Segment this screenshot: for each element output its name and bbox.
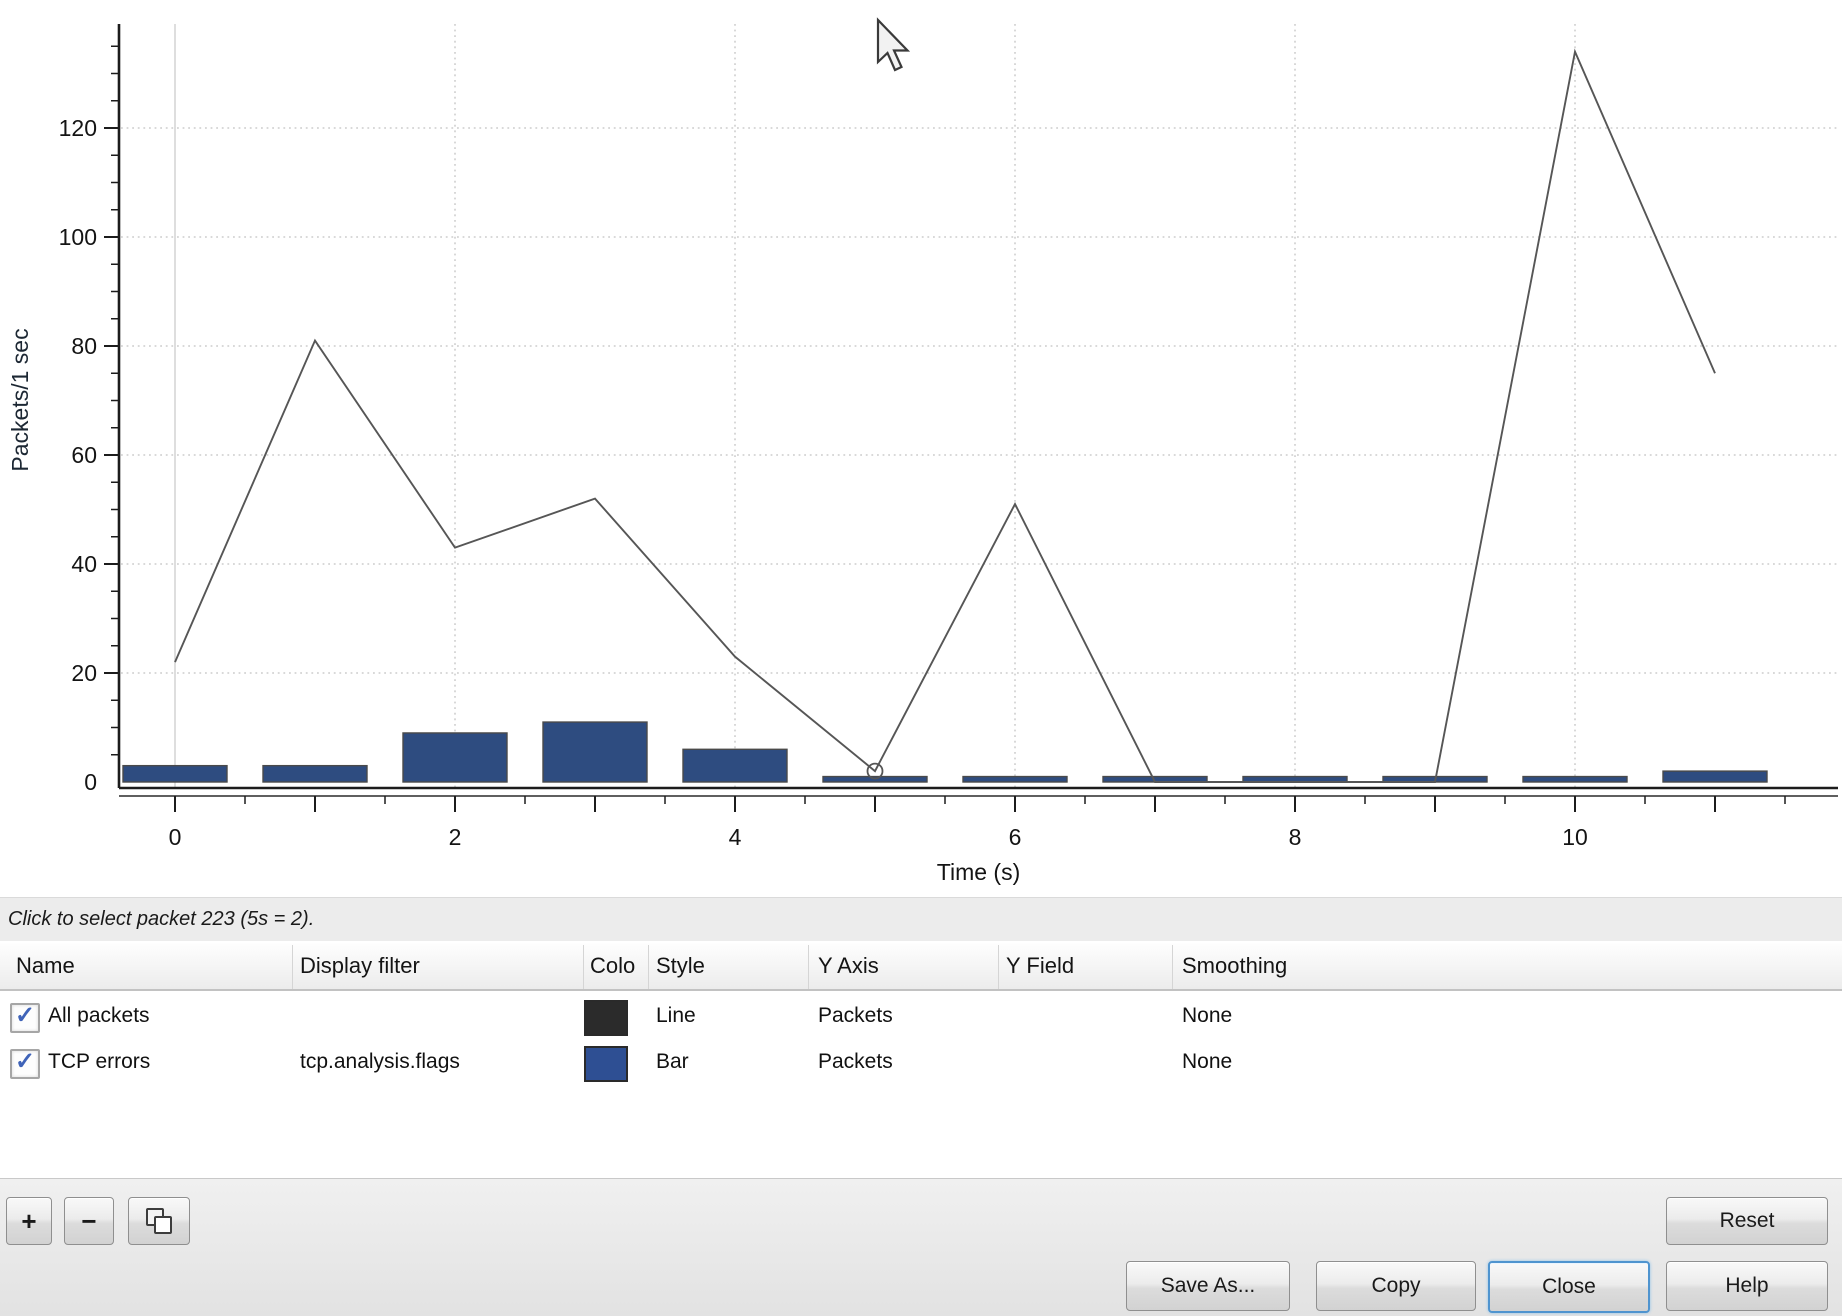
col-style[interactable]: Style xyxy=(656,953,705,978)
col-display-filter[interactable]: Display filter xyxy=(300,953,420,978)
io-graph-chart[interactable]: 0 20 40 60 80 100 120 0 2 4 6 8 10 Time (s) Packets/1 … xyxy=(0,0,1842,897)
color-swatch[interactable] xyxy=(584,1000,628,1036)
svg-text:0: 0 xyxy=(169,824,182,850)
remove-graph-button[interactable]: − xyxy=(64,1197,114,1245)
svg-text:60: 60 xyxy=(71,442,97,468)
add-graph-button[interactable]: + xyxy=(6,1197,52,1245)
header-separator xyxy=(998,945,999,989)
svg-text:8: 8 xyxy=(1289,824,1302,850)
duplicate-icon xyxy=(146,1208,172,1234)
svg-text:40: 40 xyxy=(71,551,97,577)
svg-text:0: 0 xyxy=(84,769,97,795)
table-row[interactable]: ✓ TCP errors tcp.analysis.flags Bar Pack… xyxy=(0,1039,1842,1085)
graph-style: Bar xyxy=(656,1050,689,1073)
svg-text:80: 80 xyxy=(71,333,97,359)
col-smoothing[interactable]: Smoothing xyxy=(1182,953,1288,978)
help-button[interactable]: Help xyxy=(1666,1261,1828,1311)
close-button[interactable]: Close xyxy=(1488,1261,1650,1313)
graph-enabled-checkbox[interactable]: ✓ xyxy=(10,1049,40,1079)
graphs-table: Name Display filter Colo Style Y Axis Y … xyxy=(0,941,1842,1178)
svg-text:2: 2 xyxy=(449,824,462,850)
status-text: Click to select packet 223 (5s = 2). xyxy=(8,908,315,930)
graph-style: Line xyxy=(656,1004,696,1027)
col-color[interactable]: Colo xyxy=(590,953,636,978)
graph-y-axis: Packets xyxy=(818,1050,893,1073)
header-separator xyxy=(648,945,649,989)
header-separator xyxy=(583,945,584,989)
svg-text:100: 100 xyxy=(59,224,97,250)
reset-button[interactable]: Reset xyxy=(1666,1197,1828,1245)
col-name[interactable]: Name xyxy=(16,953,75,978)
svg-text:Packets/1 sec: Packets/1 sec xyxy=(7,328,33,471)
graph-smoothing: None xyxy=(1182,1050,1233,1073)
graph-enabled-checkbox[interactable]: ✓ xyxy=(10,1003,40,1033)
color-swatch[interactable] xyxy=(584,1046,628,1082)
graph-smoothing: None xyxy=(1182,1004,1233,1027)
header-separator xyxy=(1172,945,1173,989)
mouse-cursor xyxy=(876,17,911,72)
graph-name: All packets xyxy=(48,1004,150,1027)
graph-name: TCP errors xyxy=(48,1050,151,1073)
col-y-axis[interactable]: Y Axis xyxy=(818,953,879,978)
svg-text:Time (s): Time (s) xyxy=(937,859,1020,885)
save-as-button[interactable]: Save As... xyxy=(1126,1261,1290,1311)
footer-controls: + − Mouse drags zooms Interval 1 sec Tim… xyxy=(0,1178,1842,1316)
col-y-field[interactable]: Y Field xyxy=(1006,953,1075,978)
duplicate-graph-button[interactable] xyxy=(128,1197,190,1245)
status-bar: Click to select packet 223 (5s = 2). xyxy=(0,897,1842,942)
table-row[interactable]: ✓ All packets Line Packets None xyxy=(0,993,1842,1039)
svg-text:20: 20 xyxy=(71,660,97,686)
svg-text:10: 10 xyxy=(1562,824,1588,850)
header-separator xyxy=(292,945,293,989)
svg-text:6: 6 xyxy=(1009,824,1022,850)
svg-text:120: 120 xyxy=(59,115,97,141)
header-separator xyxy=(808,945,809,989)
graph-y-axis: Packets xyxy=(818,1004,893,1027)
table-header: Name Display filter Colo Style Y Axis Y … xyxy=(0,943,1842,991)
svg-text:4: 4 xyxy=(729,824,742,850)
copy-button[interactable]: Copy xyxy=(1316,1261,1476,1311)
graph-filter: tcp.analysis.flags xyxy=(300,1050,460,1073)
